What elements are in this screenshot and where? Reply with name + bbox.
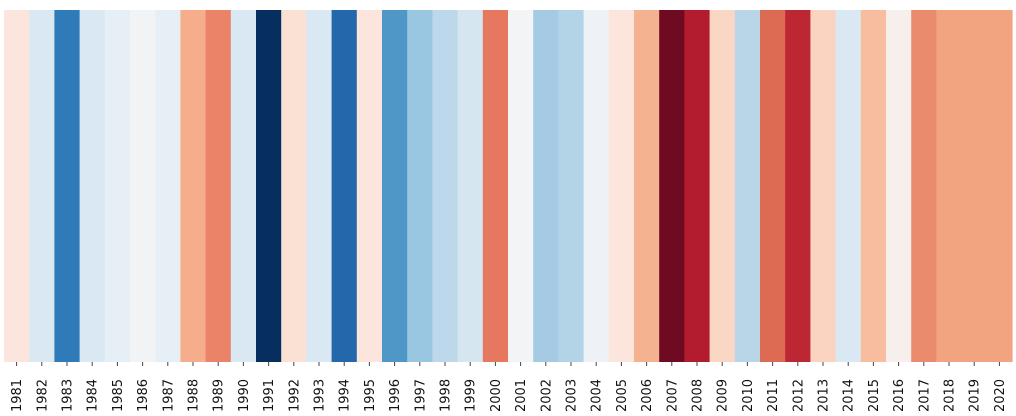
- stripe-1981: [4, 10, 30, 362]
- x-tick-label-2012: 2012: [791, 379, 806, 412]
- x-tick-label-1981: 1981: [10, 379, 25, 412]
- stripe-2010: [734, 10, 761, 362]
- stripe-1991: [256, 10, 282, 362]
- stripe-1994: [331, 10, 358, 362]
- x-tick-label-2008: 2008: [691, 379, 706, 412]
- stripe-1983: [54, 10, 81, 362]
- stripe-2003: [558, 10, 585, 362]
- x-tick-label-1990: 1990: [237, 379, 252, 412]
- x-tick-label-2011: 2011: [766, 379, 781, 412]
- stripe-1997: [407, 10, 433, 362]
- stripe-2005: [608, 10, 635, 362]
- stripe-2001: [508, 10, 534, 362]
- x-tick-label-1987: 1987: [161, 379, 176, 412]
- stripe-1999: [457, 10, 484, 362]
- stripe-2014: [835, 10, 862, 362]
- stripe-2006: [634, 10, 660, 362]
- x-tick-label-1999: 1999: [464, 379, 479, 412]
- stripe-2002: [533, 10, 559, 362]
- stripe-2000: [482, 10, 509, 362]
- stripe-2015: [860, 10, 887, 362]
- stripe-2020: [986, 10, 1013, 362]
- tick-labels-group: 1981 1982 1983 1984 1985 1986 1987 1988 1989 1990…: [10, 379, 1008, 412]
- stripe-2013: [810, 10, 837, 362]
- x-tick-label-1997: 1997: [413, 379, 428, 412]
- x-tick-label-1998: 1998: [439, 379, 454, 412]
- x-tick-label-1985: 1985: [111, 379, 126, 412]
- x-tick-label-1994: 1994: [338, 379, 353, 412]
- stripe-1992: [281, 10, 307, 362]
- stripe-1995: [356, 10, 383, 362]
- stripe-1986: [130, 10, 156, 362]
- x-tick-label-2002: 2002: [539, 379, 554, 412]
- stripe-2011: [760, 10, 786, 362]
- x-tick-label-2015: 2015: [867, 379, 882, 412]
- x-tick-label-2016: 2016: [892, 379, 907, 412]
- stripes-group: [4, 10, 1013, 362]
- stripe-2019: [961, 10, 988, 362]
- x-tick-label-2019: 2019: [968, 379, 983, 412]
- x-tick-label-2013: 2013: [817, 379, 832, 412]
- x-tick-label-1995: 1995: [363, 379, 378, 412]
- tick-marks-group: [16, 362, 1000, 366]
- stripe-1993: [306, 10, 333, 362]
- x-tick-label-2007: 2007: [665, 379, 680, 412]
- x-tick-label-1988: 1988: [187, 379, 202, 412]
- x-tick-label-1993: 1993: [313, 379, 328, 412]
- x-tick-label-1986: 1986: [136, 379, 151, 412]
- stripe-2016: [886, 10, 912, 362]
- x-tick-label-1996: 1996: [388, 379, 403, 412]
- stripe-1988: [180, 10, 207, 362]
- x-tick-label-1982: 1982: [35, 379, 50, 412]
- stripe-1990: [230, 10, 257, 362]
- stripe-2007: [659, 10, 685, 362]
- x-tick-label-1983: 1983: [61, 379, 76, 412]
- x-tick-label-1992: 1992: [287, 379, 302, 412]
- stripe-1982: [29, 10, 55, 362]
- stripe-1996: [382, 10, 408, 362]
- stripe-1998: [432, 10, 459, 362]
- x-tick-label-2001: 2001: [514, 379, 529, 412]
- stripe-1987: [155, 10, 181, 362]
- x-tick-label-2017: 2017: [917, 379, 932, 412]
- stripe-1989: [205, 10, 232, 362]
- stripe-2012: [785, 10, 811, 362]
- x-tick-label-1989: 1989: [212, 379, 227, 412]
- x-tick-label-2014: 2014: [842, 379, 857, 412]
- x-tick-label-2020: 2020: [993, 379, 1008, 412]
- x-tick-label-2004: 2004: [590, 379, 605, 412]
- stripe-2009: [709, 10, 736, 362]
- x-tick-label-1991: 1991: [262, 379, 277, 412]
- x-tick-label-2006: 2006: [640, 379, 655, 412]
- stripe-2008: [684, 10, 711, 362]
- stripe-1984: [79, 10, 106, 362]
- x-tick-label-2000: 2000: [489, 379, 504, 412]
- x-tick-label-2003: 2003: [565, 379, 580, 412]
- stripe-2004: [583, 10, 610, 362]
- x-tick-label-1984: 1984: [86, 379, 101, 412]
- x-tick-label-2018: 2018: [943, 379, 958, 412]
- stripe-2017: [911, 10, 937, 362]
- x-tick-label-2005: 2005: [615, 379, 630, 412]
- x-tick-label-2009: 2009: [716, 379, 731, 412]
- stripe-1985: [104, 10, 131, 362]
- stripe-2018: [936, 10, 963, 362]
- x-tick-label-2010: 2010: [741, 379, 756, 412]
